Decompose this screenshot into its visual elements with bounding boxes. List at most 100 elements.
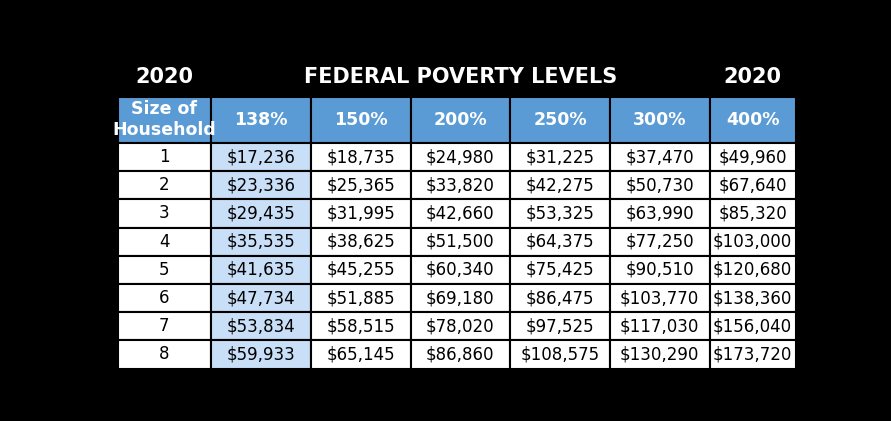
Text: 300%: 300% [633, 111, 686, 129]
Text: 6: 6 [159, 289, 169, 307]
Bar [511, 256, 610, 284]
Text: $173,720: $173,720 [713, 345, 792, 363]
Text: $29,435: $29,435 [226, 205, 296, 222]
Text: 2020: 2020 [135, 67, 193, 87]
Bar [709, 227, 796, 256]
Bar [709, 256, 796, 284]
Text: $38,625: $38,625 [326, 233, 395, 250]
Bar [211, 256, 311, 284]
Text: $85,320: $85,320 [718, 205, 787, 222]
Bar [411, 143, 511, 171]
Bar [610, 340, 709, 368]
Text: $49,960: $49,960 [718, 148, 787, 166]
Bar [311, 284, 411, 312]
Text: $86,860: $86,860 [426, 345, 495, 363]
Bar [211, 340, 311, 368]
Text: $103,770: $103,770 [620, 289, 699, 307]
Text: $17,236: $17,236 [226, 148, 296, 166]
Bar [211, 143, 311, 171]
Text: $78,020: $78,020 [426, 317, 495, 335]
Text: $60,340: $60,340 [426, 261, 495, 279]
Bar [118, 312, 211, 340]
Bar [118, 97, 211, 143]
Bar [411, 97, 511, 143]
Text: $77,250: $77,250 [625, 233, 694, 250]
Text: 2020: 2020 [723, 67, 781, 87]
Bar [311, 171, 411, 199]
Bar [311, 97, 411, 143]
Bar [511, 199, 610, 227]
Text: 200%: 200% [434, 111, 487, 129]
Bar [211, 199, 311, 227]
Text: $58,515: $58,515 [326, 317, 395, 335]
Text: 5: 5 [159, 261, 169, 279]
Text: $23,336: $23,336 [226, 176, 296, 194]
Bar [411, 284, 511, 312]
Text: Size of
Household: Size of Household [112, 101, 217, 139]
Text: $47,734: $47,734 [226, 289, 295, 307]
Text: $59,933: $59,933 [226, 345, 296, 363]
Bar [211, 171, 311, 199]
Text: $156,040: $156,040 [713, 317, 792, 335]
Bar [118, 199, 211, 227]
Text: $31,225: $31,225 [526, 148, 594, 166]
Text: $108,575: $108,575 [520, 345, 600, 363]
Bar [709, 171, 796, 199]
Bar [511, 143, 610, 171]
Bar [118, 143, 211, 171]
Text: $65,145: $65,145 [326, 345, 395, 363]
Bar [211, 57, 709, 97]
Text: $97,525: $97,525 [526, 317, 594, 335]
Text: 4: 4 [159, 233, 169, 250]
Bar [709, 312, 796, 340]
Bar [311, 256, 411, 284]
Bar [211, 312, 311, 340]
Bar [311, 312, 411, 340]
Text: $117,030: $117,030 [620, 317, 699, 335]
Text: 8: 8 [159, 345, 169, 363]
Text: $50,730: $50,730 [625, 176, 694, 194]
Text: $42,275: $42,275 [526, 176, 594, 194]
Text: $67,640: $67,640 [718, 176, 787, 194]
Text: $25,365: $25,365 [326, 176, 395, 194]
Bar [709, 97, 796, 143]
Bar [610, 284, 709, 312]
Bar [511, 340, 610, 368]
Text: $53,325: $53,325 [526, 205, 594, 222]
Text: $64,375: $64,375 [526, 233, 594, 250]
Bar [511, 227, 610, 256]
Text: $18,735: $18,735 [326, 148, 395, 166]
Bar [411, 199, 511, 227]
Bar [311, 340, 411, 368]
Text: $41,635: $41,635 [226, 261, 296, 279]
Bar [118, 284, 211, 312]
Text: $33,820: $33,820 [426, 176, 495, 194]
Bar [610, 143, 709, 171]
Bar [709, 199, 796, 227]
Text: 250%: 250% [533, 111, 587, 129]
Bar [511, 312, 610, 340]
Text: $130,290: $130,290 [620, 345, 699, 363]
Text: $37,470: $37,470 [625, 148, 694, 166]
Bar [511, 284, 610, 312]
Text: $35,535: $35,535 [226, 233, 296, 250]
Bar [709, 284, 796, 312]
Text: $120,680: $120,680 [713, 261, 792, 279]
Bar [211, 97, 311, 143]
Bar [610, 312, 709, 340]
Text: $51,500: $51,500 [426, 233, 495, 250]
Bar [311, 227, 411, 256]
Bar [411, 171, 511, 199]
Bar [709, 340, 796, 368]
Bar [610, 171, 709, 199]
Text: 2: 2 [159, 176, 169, 194]
Bar [411, 312, 511, 340]
Text: $31,995: $31,995 [326, 205, 395, 222]
Text: 400%: 400% [726, 111, 780, 129]
Bar [211, 284, 311, 312]
Bar [118, 171, 211, 199]
Text: 138%: 138% [234, 111, 288, 129]
Text: $86,475: $86,475 [526, 289, 594, 307]
Text: $42,660: $42,660 [426, 205, 495, 222]
Bar [709, 143, 796, 171]
